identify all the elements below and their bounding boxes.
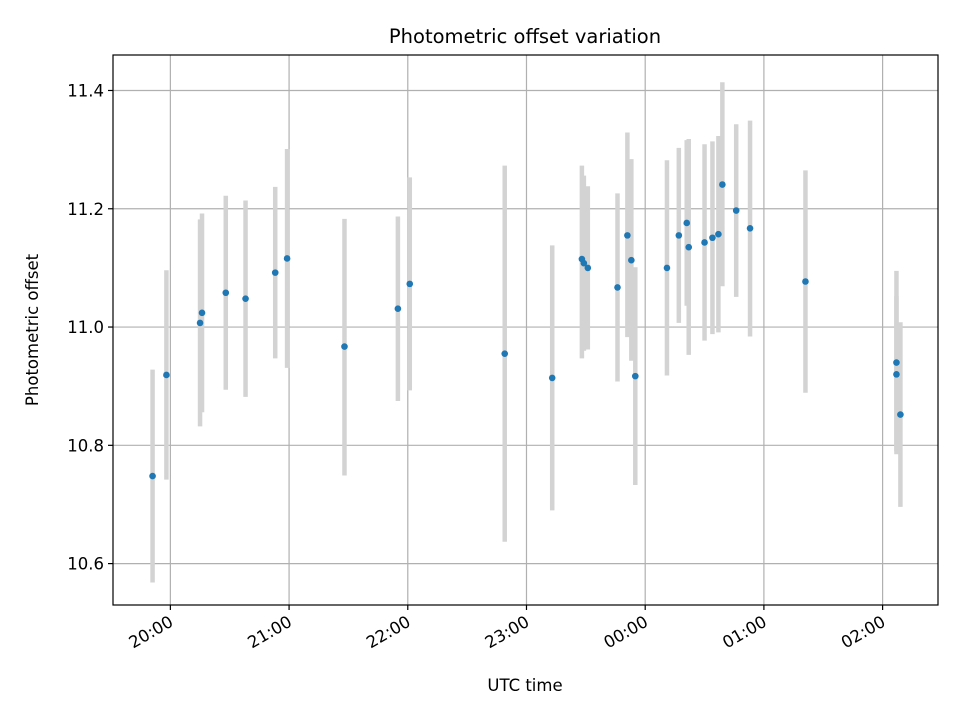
data-point (149, 472, 156, 480)
data-point (501, 350, 509, 357)
data-point (584, 264, 592, 272)
data-point (701, 239, 708, 246)
grid-lines (113, 55, 938, 605)
data-points (149, 181, 904, 480)
x-axis-title: UTC time (487, 676, 562, 695)
data-point (746, 224, 754, 232)
y-tick-label: 11.4 (67, 81, 104, 100)
data-point (198, 309, 206, 317)
data-point (675, 232, 683, 239)
data-point (628, 256, 635, 264)
data-point (732, 207, 740, 214)
data-point (580, 259, 588, 267)
chart-title: Photometric offset variation (389, 25, 661, 48)
data-point (394, 305, 402, 313)
data-point (548, 374, 556, 382)
data-point (271, 269, 279, 276)
data-point (893, 371, 900, 378)
data-point (341, 343, 348, 350)
data-point (685, 243, 693, 251)
data-point (683, 219, 691, 227)
data-point (163, 371, 170, 379)
data-point (283, 255, 291, 262)
data-point (802, 278, 809, 285)
data-point (632, 372, 639, 380)
data-point (222, 289, 230, 297)
y-axis-ticks: 10.6 10.8 11.0 11.2 11.4 (67, 81, 113, 574)
data-point (242, 295, 249, 302)
y-tick-label: 11.2 (67, 200, 104, 219)
data-point (196, 319, 204, 327)
data-point (719, 181, 726, 188)
data-point (709, 234, 716, 242)
data-point (715, 230, 722, 238)
y-tick-label: 10.8 (67, 436, 104, 455)
y-tick-label: 11.0 (67, 318, 104, 337)
data-point (893, 359, 900, 366)
plot-frame (112, 54, 939, 606)
data-point (624, 232, 631, 239)
data-point (663, 264, 671, 272)
y-tick-label: 10.6 (67, 555, 104, 574)
data-point (406, 280, 414, 288)
data-point (614, 284, 621, 291)
y-axis-title: Photometric offset (23, 253, 42, 406)
data-point (897, 411, 904, 418)
